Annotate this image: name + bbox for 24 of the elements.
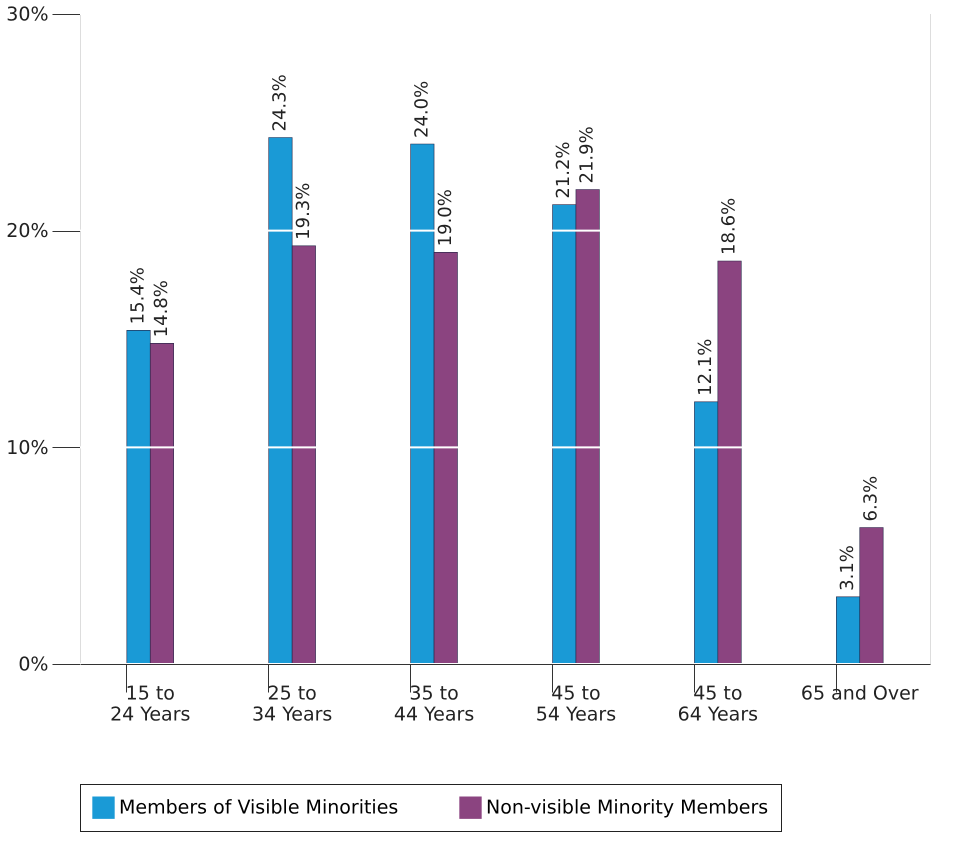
legend-label: Non-visible Minority Members	[486, 796, 768, 819]
x-tick-label: 25 to 34 Years	[252, 682, 332, 726]
x-tick-label: 65 and Over	[800, 682, 919, 704]
legend-label: Members of Visible Minorities	[119, 796, 398, 819]
data-label: 14.8%	[150, 280, 172, 338]
y-tick-label: 0%	[18, 654, 48, 676]
data-label: 6.3%	[860, 476, 882, 522]
x-tick-label: 45 to 64 Years	[678, 682, 758, 726]
data-label: 19.0%	[434, 189, 456, 246]
data-label: 19.3%	[292, 182, 314, 240]
x-tick-label: 45 to 54 Years	[536, 682, 616, 726]
x-tick-label: 35 to 44 Years	[394, 682, 474, 726]
y-tick-label: 20%	[6, 220, 48, 242]
y-tick-label: 30%	[6, 4, 48, 26]
y-tick-label: 10%	[6, 436, 48, 459]
data-label: 3.1%	[837, 545, 858, 591]
data-label: 21.2%	[553, 141, 574, 199]
x-tick-label: 15 to 24 Years	[110, 682, 190, 726]
data-label: 21.9%	[576, 126, 598, 184]
data-label: 24.0%	[411, 80, 432, 138]
data-label: 15.4%	[128, 267, 149, 324]
data-label: 24.3%	[269, 74, 290, 132]
data-label: 12.1%	[695, 338, 716, 396]
data-label: 18.6%	[718, 198, 740, 255]
